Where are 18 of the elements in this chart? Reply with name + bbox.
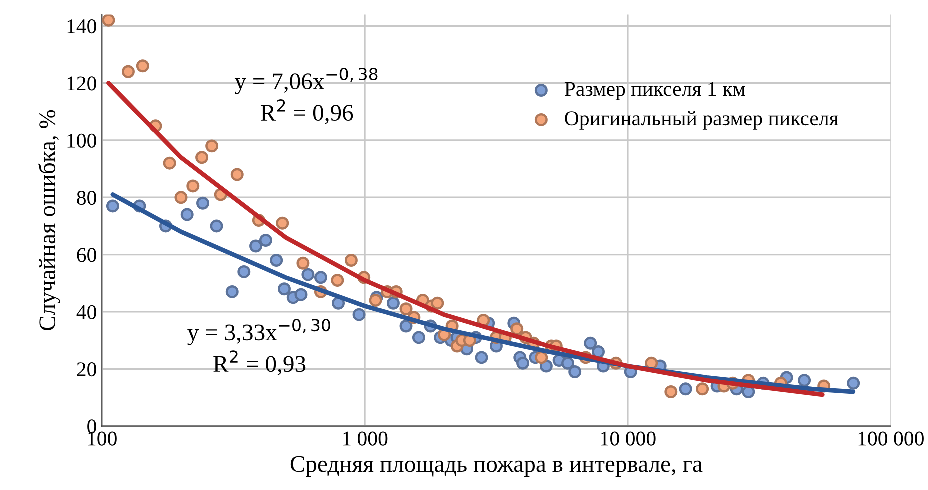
y-tick-label: 40 [76, 305, 96, 320]
x-axis-title: Средняя площадь пожара в интервале, га [290, 456, 703, 478]
text: y = 7,06x$^{−0,38}$ R$^{2}$ = 0,96 [234, 68, 378, 124]
y-tick-label: 60 [77, 248, 96, 262]
y-tick-label: 20 [77, 362, 96, 377]
text: y = 3,33x$^{−0,30}$ R$^{2}$ = 0,93 [188, 319, 330, 376]
y-tick-label: 80 [77, 191, 96, 206]
x-tick-label: 1 000 [343, 432, 388, 446]
x-tick-label: 10 000 [601, 432, 656, 446]
y-tick-label: 0 [88, 420, 96, 434]
x-tick-label: 100 [88, 432, 117, 446]
y-tick-label: 120 [68, 76, 96, 91]
legend-label: Оригинальный размер пикселя [565, 111, 839, 130]
y-tick-label: 140 [68, 20, 96, 34]
y-axis-title: Случайная ошибка, % [38, 110, 60, 330]
x-tick-label: 100 000 [858, 432, 924, 446]
y-tick-label: 100 [68, 134, 96, 148]
legend-label: Размер пикселя 1 км [564, 82, 746, 100]
